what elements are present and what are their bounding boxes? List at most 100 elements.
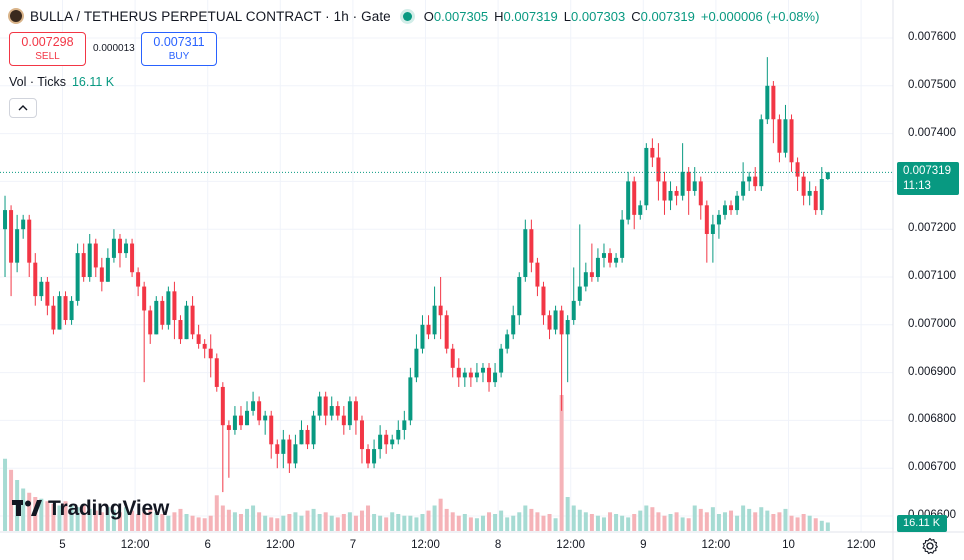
candle-body [384,434,389,445]
tradingview-logo[interactable]: TradingView [12,497,169,521]
candle-body [813,190,818,211]
volume-bar [462,514,467,531]
volume-bar [299,515,304,531]
candle-body [142,286,147,311]
candle-body [21,219,26,230]
volume-bar [777,512,782,531]
candle-body [735,195,740,211]
volume-bar [801,514,806,531]
volume-bar [577,509,582,531]
candle-body [63,296,68,321]
symbol-header: BULLA / TETHERUS PERPETUAL CONTRACT · 1h… [8,6,819,26]
candle-body [27,219,32,263]
candle-body [511,315,516,335]
candle-body [462,372,467,378]
volume-bar [226,509,231,531]
candle-body [474,372,479,378]
candle-body [57,296,62,330]
volume-bar [323,512,328,531]
candle-body [93,243,98,268]
candle-body [214,358,219,387]
time-axis-label: 8 [494,539,502,551]
candle-body [293,444,298,464]
symbol-title[interactable]: BULLA / TETHERUS PERPETUAL CONTRACT · 1h… [30,8,391,24]
volume-bar [130,510,135,531]
volume-bar [384,517,389,531]
candle-body [366,449,371,464]
volume-bar [735,515,740,531]
volume-bar [275,518,280,531]
candle-body [232,415,237,430]
candle-body [420,324,425,349]
volume-bar [426,510,431,531]
volume-bar [698,508,703,531]
candle-body [674,190,679,196]
volume-bar [214,495,219,531]
volume-bar [819,520,824,531]
volume-bar [493,514,498,531]
candle-body [196,334,201,344]
volume-bar [293,512,298,531]
candle-body [341,415,346,426]
buy-button[interactable]: 0.007311 BUY [141,32,217,66]
volume-bar [3,458,8,531]
settings-gear-icon[interactable] [921,537,939,555]
candle-body [226,425,231,430]
sell-button[interactable]: 0.007298 SELL [9,32,86,66]
candle-body [698,181,703,206]
volume-bar [39,498,44,531]
volume-bar [281,515,286,531]
volume-bar [396,514,401,531]
volume-bar [589,514,594,531]
candle-body [281,439,286,454]
volume-bar [232,512,237,531]
tradingview-logo-icon [12,500,42,516]
volume-bar [245,508,250,531]
candle-body [172,291,177,321]
candle-body [601,253,606,258]
volume-bar [747,508,752,531]
candle-body [390,439,395,445]
volume-bar [553,518,558,531]
volume-bar [456,515,461,531]
volume-bar [595,515,600,531]
candle-body [480,367,485,373]
volume-bar [196,517,201,531]
ohlc-open-label: O [423,8,434,24]
volume-bar [420,514,425,531]
candle-body [257,401,262,421]
candle-body [523,229,528,277]
time-axis-label: 12:00 [556,539,586,551]
volume-bar [541,515,546,531]
volume-bar [136,514,141,531]
volume-bar [93,510,98,531]
volume-bar [722,512,727,531]
volume-bar [378,515,383,531]
volume-bar [662,515,667,531]
candle-body [656,157,661,182]
candle-body [275,444,280,454]
volume-bar [710,507,715,531]
collapse-legend-button[interactable] [9,98,37,118]
candle-body [33,262,38,297]
volume-bar [347,512,352,531]
volume-bar [51,503,56,531]
candle-body [632,181,637,215]
volume-bar [656,512,661,531]
symbol-logo-icon[interactable] [8,8,24,24]
candle-body [69,300,74,321]
candle-body [184,305,189,340]
volume-bar [359,510,364,531]
volume-bar [184,514,189,531]
candle-body [263,415,268,421]
candle-body [130,243,135,273]
volume-bar [238,514,243,531]
candle-body [287,439,292,464]
candle-body [771,85,776,120]
market-open-status-icon[interactable] [402,11,412,21]
candle-body [819,179,824,211]
volume-bar [117,512,122,531]
volume-legend[interactable]: Vol · Ticks 16.11 K [9,75,114,89]
candle-body [680,171,685,196]
